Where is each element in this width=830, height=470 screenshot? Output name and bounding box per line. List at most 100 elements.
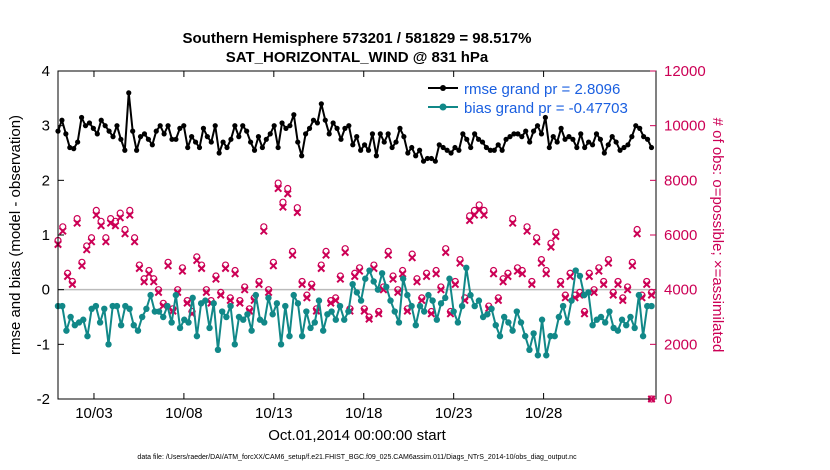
- bias-point: [265, 294, 272, 302]
- rmse-point: [208, 139, 214, 145]
- y2-tick-label: 12000: [664, 63, 706, 80]
- bias-point: [67, 313, 74, 321]
- obs-assimilated-marker: [192, 256, 201, 265]
- bias-point: [101, 305, 108, 312]
- rmse-point: [373, 153, 379, 159]
- rmse-point: [216, 150, 222, 156]
- bias-point: [412, 322, 419, 329]
- obs-assimilated-marker: [197, 264, 206, 273]
- rmse-point: [204, 134, 210, 140]
- y-tick-label: 4: [42, 63, 50, 80]
- rmse-point: [420, 158, 427, 164]
- legend-bias-marker: [439, 103, 447, 111]
- bias-point: [92, 302, 100, 310]
- y-tick-label: 0: [42, 282, 50, 299]
- y2-tick-label: 8000: [664, 172, 697, 189]
- rmse-point: [149, 142, 155, 148]
- y-tick-label: 2: [42, 172, 50, 189]
- rmse-point: [358, 147, 364, 153]
- rmse-point: [578, 131, 584, 137]
- obs-assimilated-marker: [389, 275, 397, 283]
- obs-possible-marker: [126, 206, 134, 214]
- bias-point: [349, 281, 356, 288]
- bias-point: [248, 327, 255, 334]
- rmse-point: [102, 123, 108, 129]
- bias-point: [84, 332, 91, 340]
- bias-point: [446, 275, 453, 282]
- bias-point: [606, 308, 613, 315]
- rmse-point: [546, 144, 552, 151]
- bias-point: [353, 289, 361, 296]
- rmse-point: [306, 125, 313, 131]
- obs-assimilated-marker: [417, 296, 426, 305]
- rmse-point: [244, 128, 250, 134]
- obs-assimilated-marker: [413, 277, 421, 286]
- bias-point: [80, 316, 87, 323]
- bias-point: [214, 346, 222, 353]
- bias-point: [585, 289, 592, 296]
- y-tick-label: 1: [42, 227, 50, 244]
- rmse-point: [417, 147, 423, 153]
- bias-point: [383, 283, 390, 291]
- rmse-point: [98, 117, 104, 123]
- rmse-point: [126, 90, 132, 96]
- bias-point: [282, 302, 289, 310]
- rmse-point: [605, 142, 611, 148]
- obs-assimilated-marker: [326, 299, 335, 307]
- bias-point: [332, 316, 340, 323]
- rmse-point: [86, 120, 93, 126]
- obs-count-layer: [54, 179, 656, 403]
- rmse-point: [240, 123, 246, 129]
- obs-assimilated-marker: [398, 269, 407, 278]
- obs-assimilated-marker: [212, 275, 220, 283]
- obs-assimilated-marker: [374, 309, 383, 318]
- rmse-point: [67, 144, 73, 151]
- y2-axis-label: # of obs: o=possible; ×=assimilated: [709, 118, 726, 353]
- rmse-point: [247, 139, 254, 145]
- bias-point: [551, 332, 558, 340]
- bias-point: [130, 322, 137, 329]
- rmse-point: [130, 128, 136, 134]
- obs-assimilated-marker: [456, 259, 464, 267]
- obs-possible-marker: [475, 201, 483, 209]
- obs-assimilated-marker: [494, 296, 503, 305]
- obs-assimilated-marker: [365, 315, 374, 323]
- rmse-point: [78, 114, 85, 121]
- rmse-point: [538, 131, 545, 137]
- rmse-point: [236, 134, 242, 140]
- rmse-point: [271, 123, 277, 129]
- obs-assimilated-marker: [240, 285, 249, 294]
- bias-point: [387, 297, 394, 304]
- rmse-point: [275, 144, 281, 151]
- obs-assimilated-marker: [302, 293, 311, 302]
- obs-possible-marker: [274, 179, 282, 187]
- rmse-point: [562, 136, 568, 142]
- rmse-point: [75, 139, 81, 145]
- bias-point: [357, 297, 365, 304]
- rmse-point: [318, 101, 324, 107]
- rmse-point: [523, 128, 529, 134]
- bias-point: [374, 286, 382, 293]
- rmse-point: [519, 134, 525, 140]
- bias-point: [147, 291, 154, 299]
- rmse-point: [82, 123, 89, 129]
- rmse-point: [609, 134, 615, 140]
- obs-assimilated-marker: [594, 267, 603, 275]
- bias-point: [454, 319, 462, 326]
- bias-point: [176, 324, 184, 332]
- rmse-point: [259, 144, 265, 151]
- bias-point: [509, 327, 516, 334]
- bias-point: [517, 319, 525, 326]
- rmse-point: [633, 123, 639, 129]
- bias-point: [168, 319, 175, 326]
- rmse-point: [177, 125, 183, 131]
- rmse-point: [499, 147, 505, 153]
- obs-assimilated-marker: [269, 261, 278, 270]
- bias-point: [240, 316, 247, 323]
- obs-assimilated-marker: [101, 237, 110, 246]
- bias-point: [189, 294, 196, 302]
- obs-assimilated-marker: [384, 251, 393, 259]
- rmse-point: [601, 150, 607, 156]
- bias-point: [458, 302, 466, 310]
- obs-assimilated-marker: [403, 307, 412, 315]
